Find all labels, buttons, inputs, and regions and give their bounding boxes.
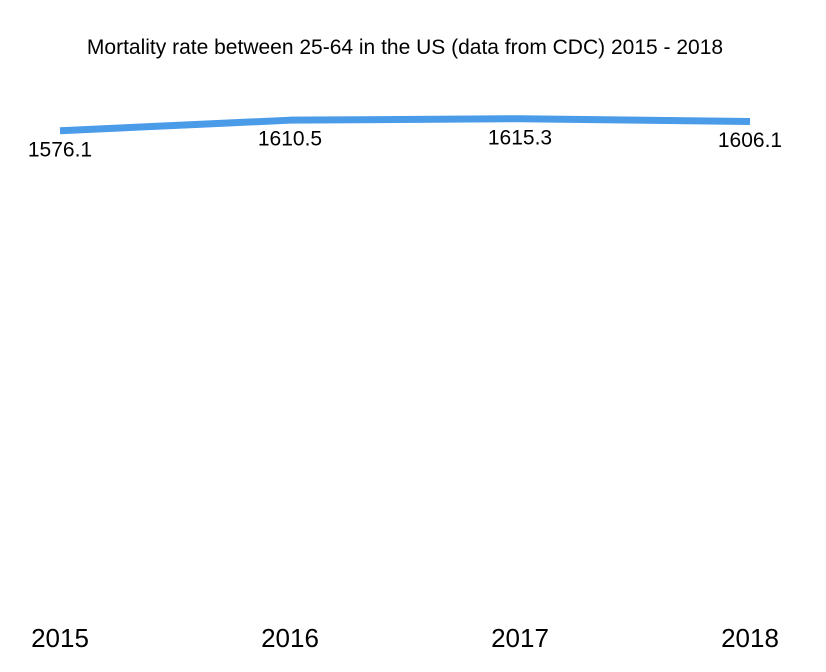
data-label: 1610.5 xyxy=(258,128,322,151)
x-tick-label: 2018 xyxy=(721,623,779,653)
data-line xyxy=(59,115,751,135)
data-label: 1576.1 xyxy=(28,138,92,161)
x-tick-label: 2017 xyxy=(491,623,549,653)
data-label: 1606.1 xyxy=(718,129,782,152)
chart-title: Mortality rate between 25-64 in the US (… xyxy=(86,36,724,59)
x-tick-label: 2016 xyxy=(261,623,319,653)
data-label: 1615.3 xyxy=(488,126,552,149)
x-tick-label: 2015 xyxy=(31,623,89,653)
